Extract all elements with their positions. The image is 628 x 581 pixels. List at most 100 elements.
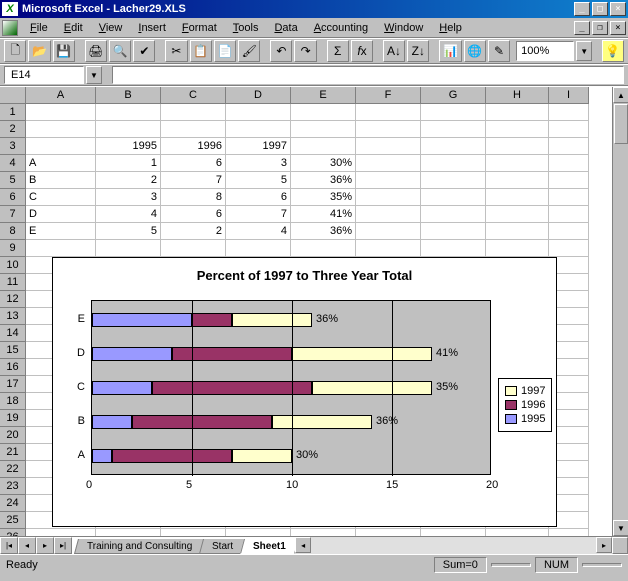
cell-G2[interactable] [421, 121, 486, 138]
cell-F3[interactable] [356, 138, 421, 155]
sheet-tab-start[interactable]: Start [199, 539, 246, 554]
new-icon[interactable]: 🗋 [4, 40, 26, 62]
cell-B3[interactable]: 1995 [96, 138, 161, 155]
cell-B1[interactable] [96, 104, 161, 121]
scroll-up-icon[interactable]: ▲ [613, 87, 628, 103]
rowhead-3[interactable]: 3 [0, 138, 26, 155]
cell-B7[interactable]: 4 [96, 206, 161, 223]
cell-G9[interactable] [421, 240, 486, 257]
rowhead-8[interactable]: 8 [0, 223, 26, 240]
rowhead-26[interactable]: 26 [0, 529, 26, 536]
cell-E5[interactable]: 36% [291, 172, 356, 189]
cell-H2[interactable] [486, 121, 549, 138]
spellcheck-icon[interactable]: ✔ [133, 40, 155, 62]
colhead-F[interactable]: F [356, 87, 421, 104]
scroll-left-icon[interactable]: ◂ [295, 537, 311, 553]
sheet-tab-training-and-consulting[interactable]: Training and Consulting [74, 539, 205, 554]
scroll-down-icon[interactable]: ▼ [613, 520, 628, 536]
cell-C9[interactable] [161, 240, 226, 257]
colhead-D[interactable]: D [226, 87, 291, 104]
rowhead-14[interactable]: 14 [0, 325, 26, 342]
mdi-close-button[interactable]: × [610, 21, 626, 35]
cell-A8[interactable]: E [26, 223, 96, 240]
rowhead-12[interactable]: 12 [0, 291, 26, 308]
menu-window[interactable]: Window [376, 20, 431, 36]
cell-G26[interactable] [421, 529, 486, 536]
cell-F4[interactable] [356, 155, 421, 172]
cell-D2[interactable] [226, 121, 291, 138]
menu-data[interactable]: Data [266, 20, 305, 36]
colhead-B[interactable]: B [96, 87, 161, 104]
map-icon[interactable]: 🌐 [464, 40, 486, 62]
cell-G6[interactable] [421, 189, 486, 206]
cell-G1[interactable] [421, 104, 486, 121]
cell-A4[interactable]: A [26, 155, 96, 172]
cell-F7[interactable] [356, 206, 421, 223]
paste-icon[interactable]: 📄 [214, 40, 236, 62]
cell-I2[interactable] [549, 121, 589, 138]
colhead-H[interactable]: H [486, 87, 549, 104]
name-box-dropdown-icon[interactable]: ▼ [86, 66, 102, 84]
autosum-icon[interactable]: Σ [327, 40, 349, 62]
tab-next-icon[interactable]: ▸ [36, 537, 54, 554]
cell-A2[interactable] [26, 121, 96, 138]
rowhead-25[interactable]: 25 [0, 512, 26, 529]
cell-A1[interactable] [26, 104, 96, 121]
cell-F6[interactable] [356, 189, 421, 206]
row-headers[interactable]: 1234567891011121314151617181920212223242… [0, 104, 26, 536]
rowhead-15[interactable]: 15 [0, 342, 26, 359]
cell-D7[interactable]: 7 [226, 206, 291, 223]
cell-H8[interactable] [486, 223, 549, 240]
function-icon[interactable]: fx [351, 40, 373, 62]
chart-object[interactable]: Percent of 1997 to Three Year Total 1997… [52, 257, 557, 527]
rowhead-7[interactable]: 7 [0, 206, 26, 223]
cell-A9[interactable] [26, 240, 96, 257]
cell-C6[interactable]: 8 [161, 189, 226, 206]
tab-first-icon[interactable]: |◂ [0, 537, 18, 554]
cut-icon[interactable]: ✂ [165, 40, 187, 62]
cell-I1[interactable] [549, 104, 589, 121]
cell-E2[interactable] [291, 121, 356, 138]
cell-F5[interactable] [356, 172, 421, 189]
mdi-minimize-button[interactable]: _ [574, 21, 590, 35]
colhead-E[interactable]: E [291, 87, 356, 104]
cell-I5[interactable] [549, 172, 589, 189]
rowhead-21[interactable]: 21 [0, 444, 26, 461]
close-button[interactable]: × [610, 2, 626, 16]
cell-I8[interactable] [549, 223, 589, 240]
cell-D8[interactable]: 4 [226, 223, 291, 240]
cell-F26[interactable] [356, 529, 421, 536]
cell-H7[interactable] [486, 206, 549, 223]
tab-prev-icon[interactable]: ◂ [18, 537, 36, 554]
cell-G3[interactable] [421, 138, 486, 155]
cell-B9[interactable] [96, 240, 161, 257]
cell-H3[interactable] [486, 138, 549, 155]
rowhead-20[interactable]: 20 [0, 427, 26, 444]
column-headers[interactable]: ABCDEFGHI [26, 87, 589, 104]
save-icon[interactable]: 💾 [53, 40, 75, 62]
print-icon[interactable]: 🖨 [85, 40, 107, 62]
cell-I6[interactable] [549, 189, 589, 206]
menu-accounting[interactable]: Accounting [306, 20, 376, 36]
worksheet-area[interactable]: ABCDEFGHI 123456789101112131415161718192… [0, 86, 628, 536]
sort-desc-icon[interactable]: Z↓ [407, 40, 429, 62]
rowhead-9[interactable]: 9 [0, 240, 26, 257]
preview-icon[interactable]: 🔍 [109, 40, 131, 62]
zoom-dropdown-icon[interactable]: ▼ [576, 41, 592, 61]
cell-B6[interactable]: 3 [96, 189, 161, 206]
cell-I4[interactable] [549, 155, 589, 172]
undo-icon[interactable]: ↶ [270, 40, 292, 62]
cell-D3[interactable]: 1997 [226, 138, 291, 155]
cell-D1[interactable] [226, 104, 291, 121]
cell-G5[interactable] [421, 172, 486, 189]
cell-D5[interactable]: 5 [226, 172, 291, 189]
cell-D9[interactable] [226, 240, 291, 257]
menu-file[interactable]: File [22, 20, 56, 36]
colhead-C[interactable]: C [161, 87, 226, 104]
cell-C8[interactable]: 2 [161, 223, 226, 240]
cell-G4[interactable] [421, 155, 486, 172]
scroll-thumb[interactable] [614, 104, 628, 144]
cell-A5[interactable]: B [26, 172, 96, 189]
cell-D6[interactable]: 6 [226, 189, 291, 206]
cell-A26[interactable] [26, 529, 96, 536]
